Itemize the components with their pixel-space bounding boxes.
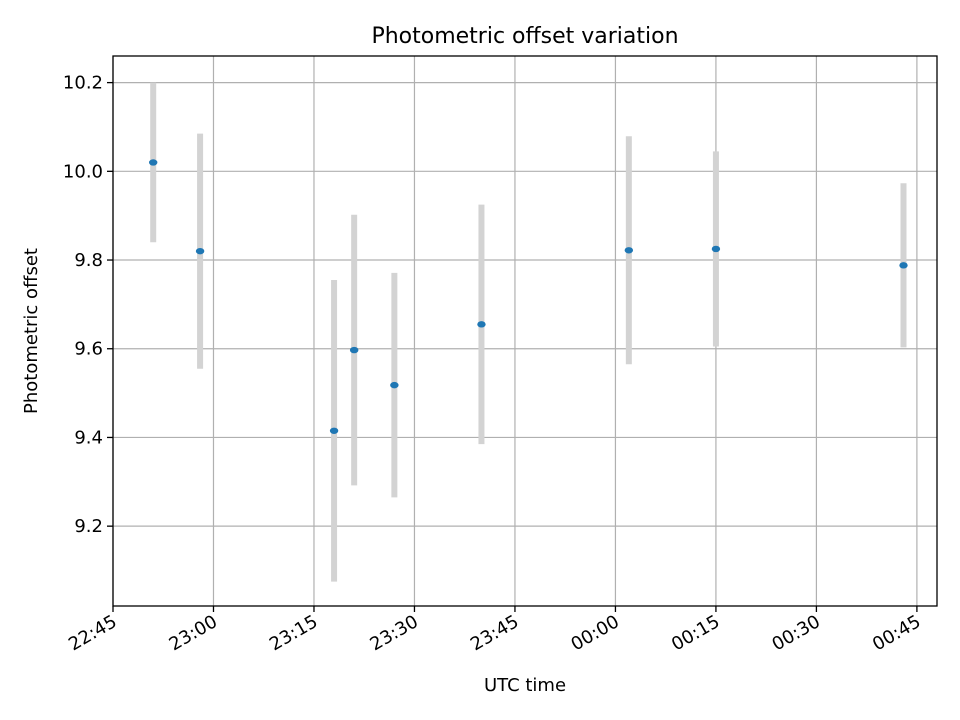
y-tick-label: 9.6 — [74, 339, 103, 360]
x-tick-label: 23:15 — [266, 611, 321, 655]
y-axis: 9.2 9.4 9.6 9.8 10.0 10.2 — [63, 73, 113, 537]
data-point — [148, 159, 158, 166]
x-axis-label: UTC time — [484, 675, 566, 696]
data-point — [329, 427, 339, 434]
x-tick-label: 22:45 — [65, 611, 120, 655]
y-tick-label: 9.8 — [74, 250, 103, 271]
error-bars — [150, 82, 907, 582]
data-point — [899, 262, 908, 269]
data-point — [390, 381, 399, 389]
data-point — [349, 346, 359, 354]
y-tick-label: 9.4 — [74, 427, 103, 448]
data-point — [477, 321, 486, 328]
data-point — [624, 247, 634, 254]
data-points — [148, 159, 908, 434]
y-tick-label: 9.2 — [74, 516, 103, 537]
x-tick-label: 23:30 — [367, 611, 422, 655]
y-tick-label: 10.0 — [63, 161, 103, 182]
x-tick-label: 00:00 — [568, 611, 623, 655]
x-tick-label: 00:45 — [869, 611, 924, 655]
y-tick-label: 10.2 — [63, 73, 103, 94]
x-tick-label: 00:15 — [668, 611, 723, 655]
x-tick-label: 00:30 — [768, 611, 823, 655]
chart-title: Photometric offset variation — [371, 24, 678, 49]
x-tick-label: 23:00 — [166, 611, 221, 655]
grid — [112, 56, 937, 606]
plot-frame — [112, 55, 938, 607]
y-axis-label: Photometric offset — [21, 248, 42, 414]
x-axis: 22:45 23:00 23:15 23:30 23:45 00:00 00:15 00:30… — [65, 606, 924, 655]
data-point — [195, 247, 205, 255]
data-point — [711, 245, 721, 253]
x-tick-label: 23:45 — [467, 611, 522, 655]
